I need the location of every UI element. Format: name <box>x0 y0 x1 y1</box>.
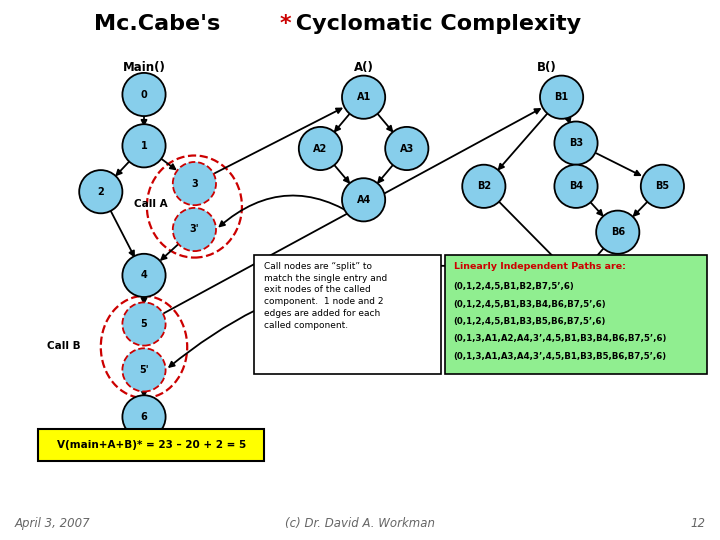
Text: 0: 0 <box>140 90 148 99</box>
Text: A1: A1 <box>356 92 371 102</box>
Text: Cyclomatic Complexity: Cyclomatic Complexity <box>288 14 581 35</box>
Text: (0,1,2,4,5,B1,B3,B4,B6,B7,5’,6): (0,1,2,4,5,B1,B3,B4,B6,B7,5’,6) <box>454 300 606 309</box>
Text: 3: 3 <box>191 179 198 188</box>
Ellipse shape <box>122 302 166 346</box>
Text: B6: B6 <box>611 227 625 237</box>
Ellipse shape <box>540 76 583 119</box>
FancyArrowPatch shape <box>169 266 552 367</box>
Ellipse shape <box>385 127 428 170</box>
Text: B5: B5 <box>655 181 670 191</box>
Text: B3: B3 <box>569 138 583 148</box>
Ellipse shape <box>641 165 684 208</box>
Text: Mc.Cabe's: Mc.Cabe's <box>94 14 220 35</box>
Text: Call B: Call B <box>47 341 80 350</box>
Text: A2: A2 <box>313 144 328 153</box>
Text: 5: 5 <box>140 319 148 329</box>
Ellipse shape <box>554 122 598 165</box>
FancyArrowPatch shape <box>220 195 361 226</box>
Ellipse shape <box>122 395 166 438</box>
Text: B7: B7 <box>569 275 583 285</box>
Ellipse shape <box>122 348 166 392</box>
Text: (c) Dr. David A. Workman: (c) Dr. David A. Workman <box>285 517 435 530</box>
Text: A4: A4 <box>356 195 371 205</box>
Text: Main(): Main() <box>122 61 166 74</box>
Text: V(main+A+B)* = 23 – 20 + 2 = 5: V(main+A+B)* = 23 – 20 + 2 = 5 <box>57 440 246 450</box>
Text: *: * <box>279 14 291 35</box>
Text: B1: B1 <box>554 92 569 102</box>
Ellipse shape <box>554 165 598 208</box>
Ellipse shape <box>173 208 216 251</box>
Text: 2: 2 <box>97 187 104 197</box>
Text: 4: 4 <box>140 271 148 280</box>
Text: B(): B() <box>537 61 557 74</box>
Ellipse shape <box>342 76 385 119</box>
Text: B2: B2 <box>477 181 491 191</box>
Text: 12: 12 <box>690 517 706 530</box>
Text: 3': 3' <box>189 225 199 234</box>
Ellipse shape <box>299 127 342 170</box>
Text: Linearly Independent Paths are:: Linearly Independent Paths are: <box>454 262 626 271</box>
Ellipse shape <box>554 258 598 301</box>
Ellipse shape <box>122 73 166 116</box>
Text: A3: A3 <box>400 144 414 153</box>
Text: Call A: Call A <box>135 199 168 209</box>
Text: 6: 6 <box>140 412 148 422</box>
Text: A(): A() <box>354 61 374 74</box>
Text: April 3, 2007: April 3, 2007 <box>14 517 90 530</box>
Text: (0,1,3,A1,A2,A4,3’,4,5,B1,B3,B4,B6,B7,5’,6): (0,1,3,A1,A2,A4,3’,4,5,B1,B3,B4,B6,B7,5’… <box>454 334 667 343</box>
Ellipse shape <box>596 211 639 254</box>
Text: (0,1,2,4,5,B1,B3,B5,B6,B7,5’,6): (0,1,2,4,5,B1,B3,B5,B6,B7,5’,6) <box>454 317 606 326</box>
Text: (0,1,3,A1,A3,A4,3’,4,5,B1,B3,B5,B6,B7,5’,6): (0,1,3,A1,A3,A4,3’,4,5,B1,B3,B5,B6,B7,5’… <box>454 352 667 361</box>
Ellipse shape <box>79 170 122 213</box>
Ellipse shape <box>173 162 216 205</box>
Text: (0,1,2,4,5,B1,B2,B7,5’,6): (0,1,2,4,5,B1,B2,B7,5’,6) <box>454 282 575 292</box>
FancyBboxPatch shape <box>254 255 441 374</box>
Text: Call nodes are “split” to
match the single entry and
exit nodes of the called
co: Call nodes are “split” to match the sing… <box>264 262 387 330</box>
FancyBboxPatch shape <box>445 255 707 374</box>
Ellipse shape <box>122 124 166 167</box>
Ellipse shape <box>342 178 385 221</box>
Text: 1: 1 <box>140 141 148 151</box>
Ellipse shape <box>462 165 505 208</box>
Text: 5': 5' <box>139 365 149 375</box>
FancyBboxPatch shape <box>38 429 264 461</box>
Text: B4: B4 <box>569 181 583 191</box>
Ellipse shape <box>122 254 166 297</box>
